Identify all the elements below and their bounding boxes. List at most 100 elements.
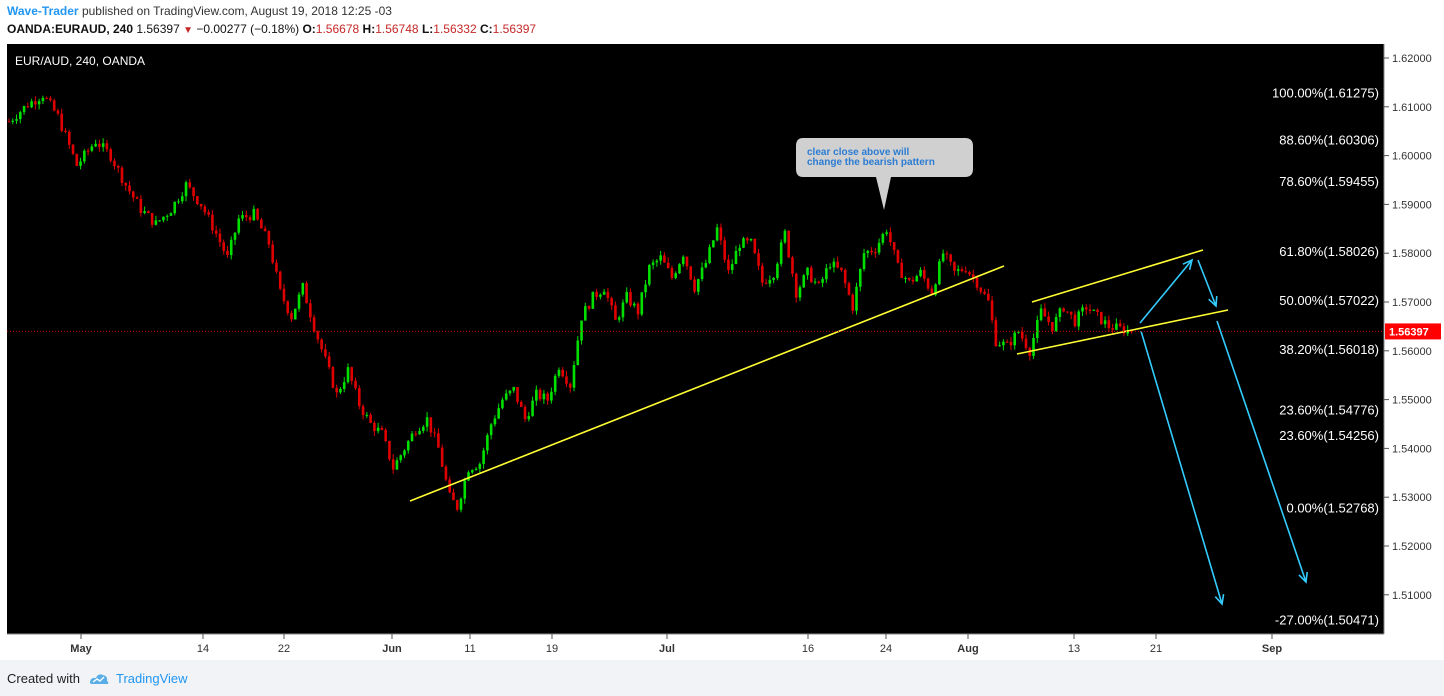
candle-body [116,165,120,168]
candle-body [794,273,798,298]
candle-body [945,253,949,255]
candle-body [459,498,463,510]
candle-body [245,215,248,218]
candle-body [1103,320,1107,325]
open-label: O: [302,22,316,36]
candle-body [150,213,154,225]
candle-body [474,468,478,471]
price-chart[interactable]: EUR/AUD, 240, OANDA 100.00%(1.61275) 88.6… [0,44,1444,660]
price-tick-label: 1.58000 [1392,248,1432,260]
candle-body [772,278,775,280]
candle-body [256,208,259,220]
candle-body [990,300,994,321]
candle-body [798,287,802,298]
candle-body [1032,338,1035,356]
candle-body [610,298,613,306]
candle-body [184,182,188,197]
candle-body [734,250,738,265]
candle-body [874,252,877,254]
time-axis[interactable]: May 14 22 Jun 11 19 Jul 16 24 Aug 13 21 Sep [70,634,1282,655]
candle-body [655,260,659,263]
candle-body [896,250,900,263]
candle-body [19,112,22,120]
arrow-head [1298,571,1309,584]
projection-arrow-up [1139,259,1193,324]
time-tick-label: 22 [278,643,290,655]
candle-body [636,303,640,315]
candle-body [836,261,839,268]
candle-body [241,215,244,219]
candle-body [75,153,79,166]
time-tick-label: Jul [659,643,675,655]
candle-body [67,131,71,145]
candle-body [26,106,30,108]
fib-levels-layer: 100.00%(1.61275) 88.60%(1.60306) 78.60%(1.… [1272,85,1379,627]
candle-body [900,262,903,278]
price-axis[interactable]: 1.62000 1.61000 1.60000 1.59000 1.58000 1.570… [1384,53,1432,602]
candle-body [870,250,873,253]
candle-body [1118,323,1122,327]
callout-text-line-2: change the bearish pattern [807,157,935,168]
price-tick-label: 1.55000 [1392,395,1432,407]
candle-body [614,305,617,320]
candle-body [199,203,203,207]
candle-body [580,320,583,341]
candle-body [979,287,983,292]
candle-body [640,292,644,315]
price-tick-label: 1.56000 [1392,346,1432,358]
candle-body [90,146,94,151]
candle-body [177,201,180,203]
candle-body [489,424,493,436]
candle-body [418,430,421,435]
price-tick-label: 1.60000 [1392,151,1432,163]
candle-body [821,279,824,283]
candle-body [297,294,301,309]
candle-body [719,227,723,241]
price-tick-label: 1.54000 [1392,443,1432,455]
price-change: −0.00277 (−0.18%) [196,22,300,36]
current-price-layer: 1.56397 [7,323,1441,340]
plot-area[interactable] [7,44,1384,634]
candle-body [263,228,267,232]
fib-level-label: -27.00%(1.50471) [1275,613,1379,628]
time-tick-label: 21 [1150,643,1162,655]
candle-body [425,417,429,427]
time-tick-label: 19 [546,643,558,655]
candle-body [309,303,312,318]
candle-body [843,269,847,284]
candle-body [862,253,866,270]
candle-body [911,279,915,282]
candle-body [749,238,753,241]
price-tick-label: 1.62000 [1392,53,1432,65]
candle-body [1081,307,1084,312]
projection-arrow-down-left [1140,330,1223,605]
candle-body [11,120,15,122]
candle-body [1096,309,1099,312]
author-link[interactable]: Wave-Trader [7,4,79,18]
candle-body [516,387,519,402]
candle-body [832,261,836,268]
candle-body [361,406,365,416]
candle-body [429,417,433,433]
candle-body [519,401,523,407]
candle-body [350,367,354,381]
candle-body [410,433,414,442]
tradingview-brand-link[interactable]: TradingView [115,671,188,686]
candle-body [885,232,888,234]
candle-body [1062,308,1065,312]
candle-body [825,268,828,280]
channel-lower-line [1016,309,1229,355]
publish-line: Wave-Trader published on TradingView.com… [7,4,392,18]
candle-body [847,283,851,295]
candle-body [267,231,271,245]
candle-body [866,250,870,254]
candle-body [478,463,482,469]
candle-body [354,380,357,389]
candle-body [320,339,323,350]
candle-body [787,230,790,258]
candle-body [881,233,885,243]
time-tick-label: 13 [1068,643,1080,655]
fib-level-label: 61.80%(1.58026) [1279,244,1379,259]
candle-body [278,271,282,289]
